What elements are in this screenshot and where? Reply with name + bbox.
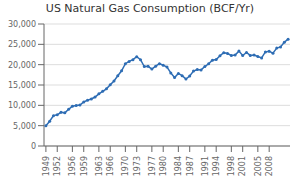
svg-text:1994: 1994 — [212, 156, 221, 176]
svg-text:1963: 1963 — [95, 156, 104, 176]
svg-text:1984: 1984 — [174, 156, 183, 176]
svg-text:1952: 1952 — [53, 156, 62, 176]
svg-text:1959: 1959 — [80, 156, 89, 176]
svg-text:20,000: 20,000 — [8, 61, 36, 70]
svg-text:15,000: 15,000 — [8, 81, 36, 90]
svg-text:1970: 1970 — [121, 156, 130, 176]
svg-text:1973: 1973 — [133, 156, 142, 176]
svg-text:1991: 1991 — [201, 156, 210, 176]
html-text:US Natural Gas Consumption (BC: US Natural Gas Consumption (BCF/Yr) — [45, 2, 255, 15]
svg-text:0: 0 — [31, 142, 36, 151]
svg-text:2008: 2008 — [265, 156, 274, 176]
svg-text:1987: 1987 — [186, 156, 195, 176]
svg-text:5,000: 5,000 — [13, 122, 36, 131]
svg-text:1966: 1966 — [106, 156, 115, 176]
svg-text:2005: 2005 — [254, 156, 263, 176]
svg-text:1956: 1956 — [68, 156, 77, 176]
svg-text:30,000: 30,000 — [8, 20, 36, 29]
svg-text:1949: 1949 — [42, 156, 51, 176]
svg-text:1980: 1980 — [159, 156, 168, 176]
svg-text:1998: 1998 — [227, 156, 236, 176]
svg-text:10,000: 10,000 — [8, 101, 36, 110]
svg-text:1977: 1977 — [148, 156, 157, 176]
svg-text:2001: 2001 — [238, 156, 247, 176]
svg-text:25,000: 25,000 — [8, 40, 36, 49]
